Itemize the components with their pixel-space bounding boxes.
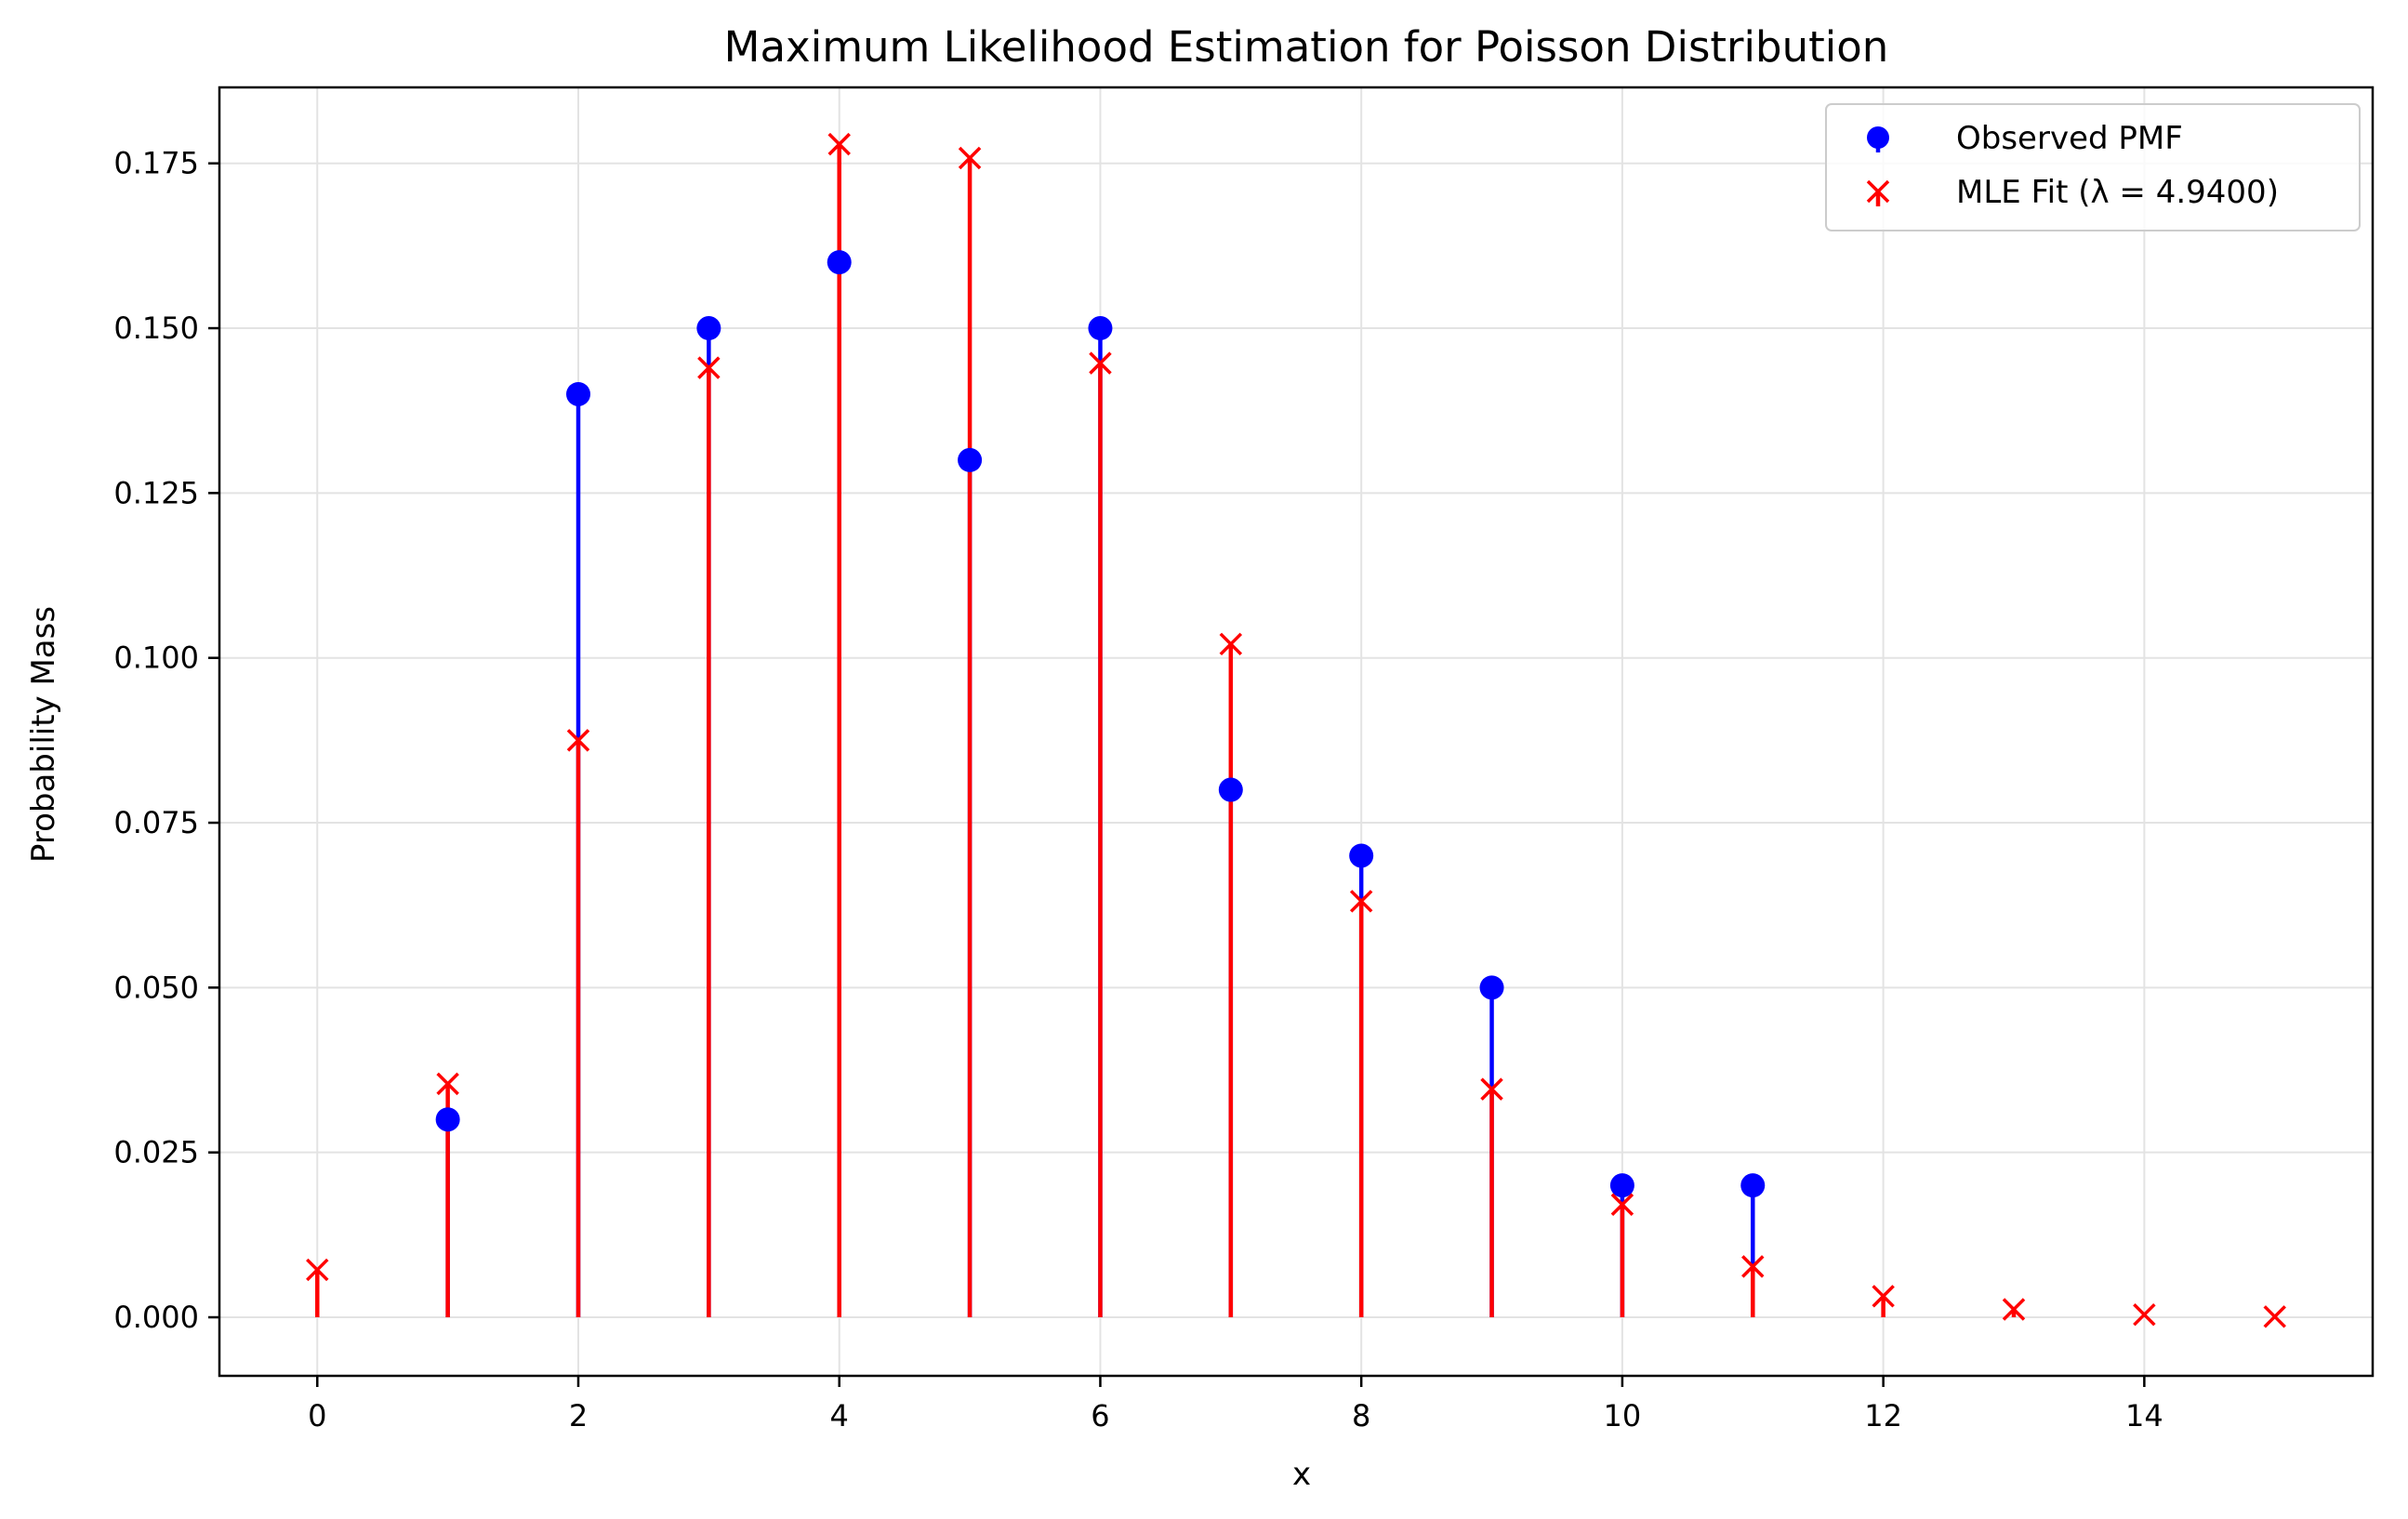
- fit-point: [1349, 890, 1373, 913]
- observed-point: [1088, 316, 1113, 341]
- y-tick-label: 0.075: [113, 805, 199, 840]
- y-tick-label: 0.000: [113, 1300, 199, 1335]
- fit-point: [306, 1258, 329, 1282]
- fit-point: [2133, 1302, 2156, 1327]
- y-tick-label: 0.175: [113, 146, 199, 181]
- x-tick-label: 0: [308, 1398, 326, 1433]
- fit-point: [1480, 1077, 1503, 1101]
- fit-point: [1089, 351, 1112, 375]
- legend-observed-label: Observed PMF: [1956, 120, 2183, 157]
- x-tick-label: 6: [1091, 1398, 1109, 1433]
- observed-point: [696, 316, 721, 341]
- fit-point: [1741, 1255, 1765, 1278]
- x-tick-label: 8: [1352, 1398, 1370, 1433]
- fit-point: [1219, 632, 1243, 656]
- x-tick-label: 10: [1604, 1398, 1642, 1433]
- fit-point: [697, 356, 721, 379]
- y-tick-label: 0.100: [113, 641, 199, 676]
- x-tick-label: 4: [830, 1398, 849, 1433]
- observed-point: [958, 447, 983, 472]
- x-tick-label: 2: [569, 1398, 588, 1433]
- legend-observed-marker: [1867, 126, 1889, 149]
- legend-box: [1825, 103, 2361, 231]
- observed-point: [1218, 777, 1243, 802]
- fit-point: [827, 132, 851, 156]
- x-tick-label: 14: [2125, 1398, 2163, 1433]
- fit-point: [1610, 1193, 1634, 1216]
- y-tick-label: 0.150: [113, 310, 199, 346]
- y-tick-label: 0.125: [113, 475, 199, 510]
- fit-point: [566, 729, 590, 752]
- y-axis-label: Probability Mass: [25, 606, 62, 863]
- y-tick-label: 0.050: [113, 970, 199, 1005]
- observed-point: [1740, 1173, 1766, 1198]
- fit-point: [2002, 1298, 2026, 1321]
- observed-point: [1479, 975, 1504, 1000]
- x-axis-label: x: [1292, 1456, 1311, 1493]
- fit-point: [958, 146, 982, 170]
- observed-point: [435, 1107, 460, 1132]
- chart-title: Maximum Likelihood Estimation for Poisso…: [724, 22, 1889, 72]
- data-markers: [306, 132, 2286, 1328]
- observed-point: [827, 250, 852, 275]
- observed-point: [1349, 843, 1374, 868]
- fit-point: [1872, 1285, 1895, 1308]
- fit-point: [2263, 1305, 2286, 1328]
- plot-frame: [218, 86, 2375, 1378]
- y-tick-label: 0.025: [113, 1135, 199, 1170]
- observed-point: [566, 381, 590, 406]
- observed-point: [1609, 1173, 1634, 1198]
- fit-point: [436, 1072, 459, 1096]
- x-tick-label: 12: [1864, 1398, 1902, 1433]
- legend-fit-marker: [1866, 179, 1890, 204]
- axis-ticks: 0 2 4 6 8 10 12 14 0.000 0.025 0.050 0.075 0.100 0.12…: [113, 146, 2163, 1433]
- stem-lines: [315, 144, 2277, 1318]
- legend: Observed PMF MLE Fit (λ = 4.9400): [1825, 103, 2361, 231]
- legend-fit-label: MLE Fit (λ = 4.9400): [1956, 174, 2279, 211]
